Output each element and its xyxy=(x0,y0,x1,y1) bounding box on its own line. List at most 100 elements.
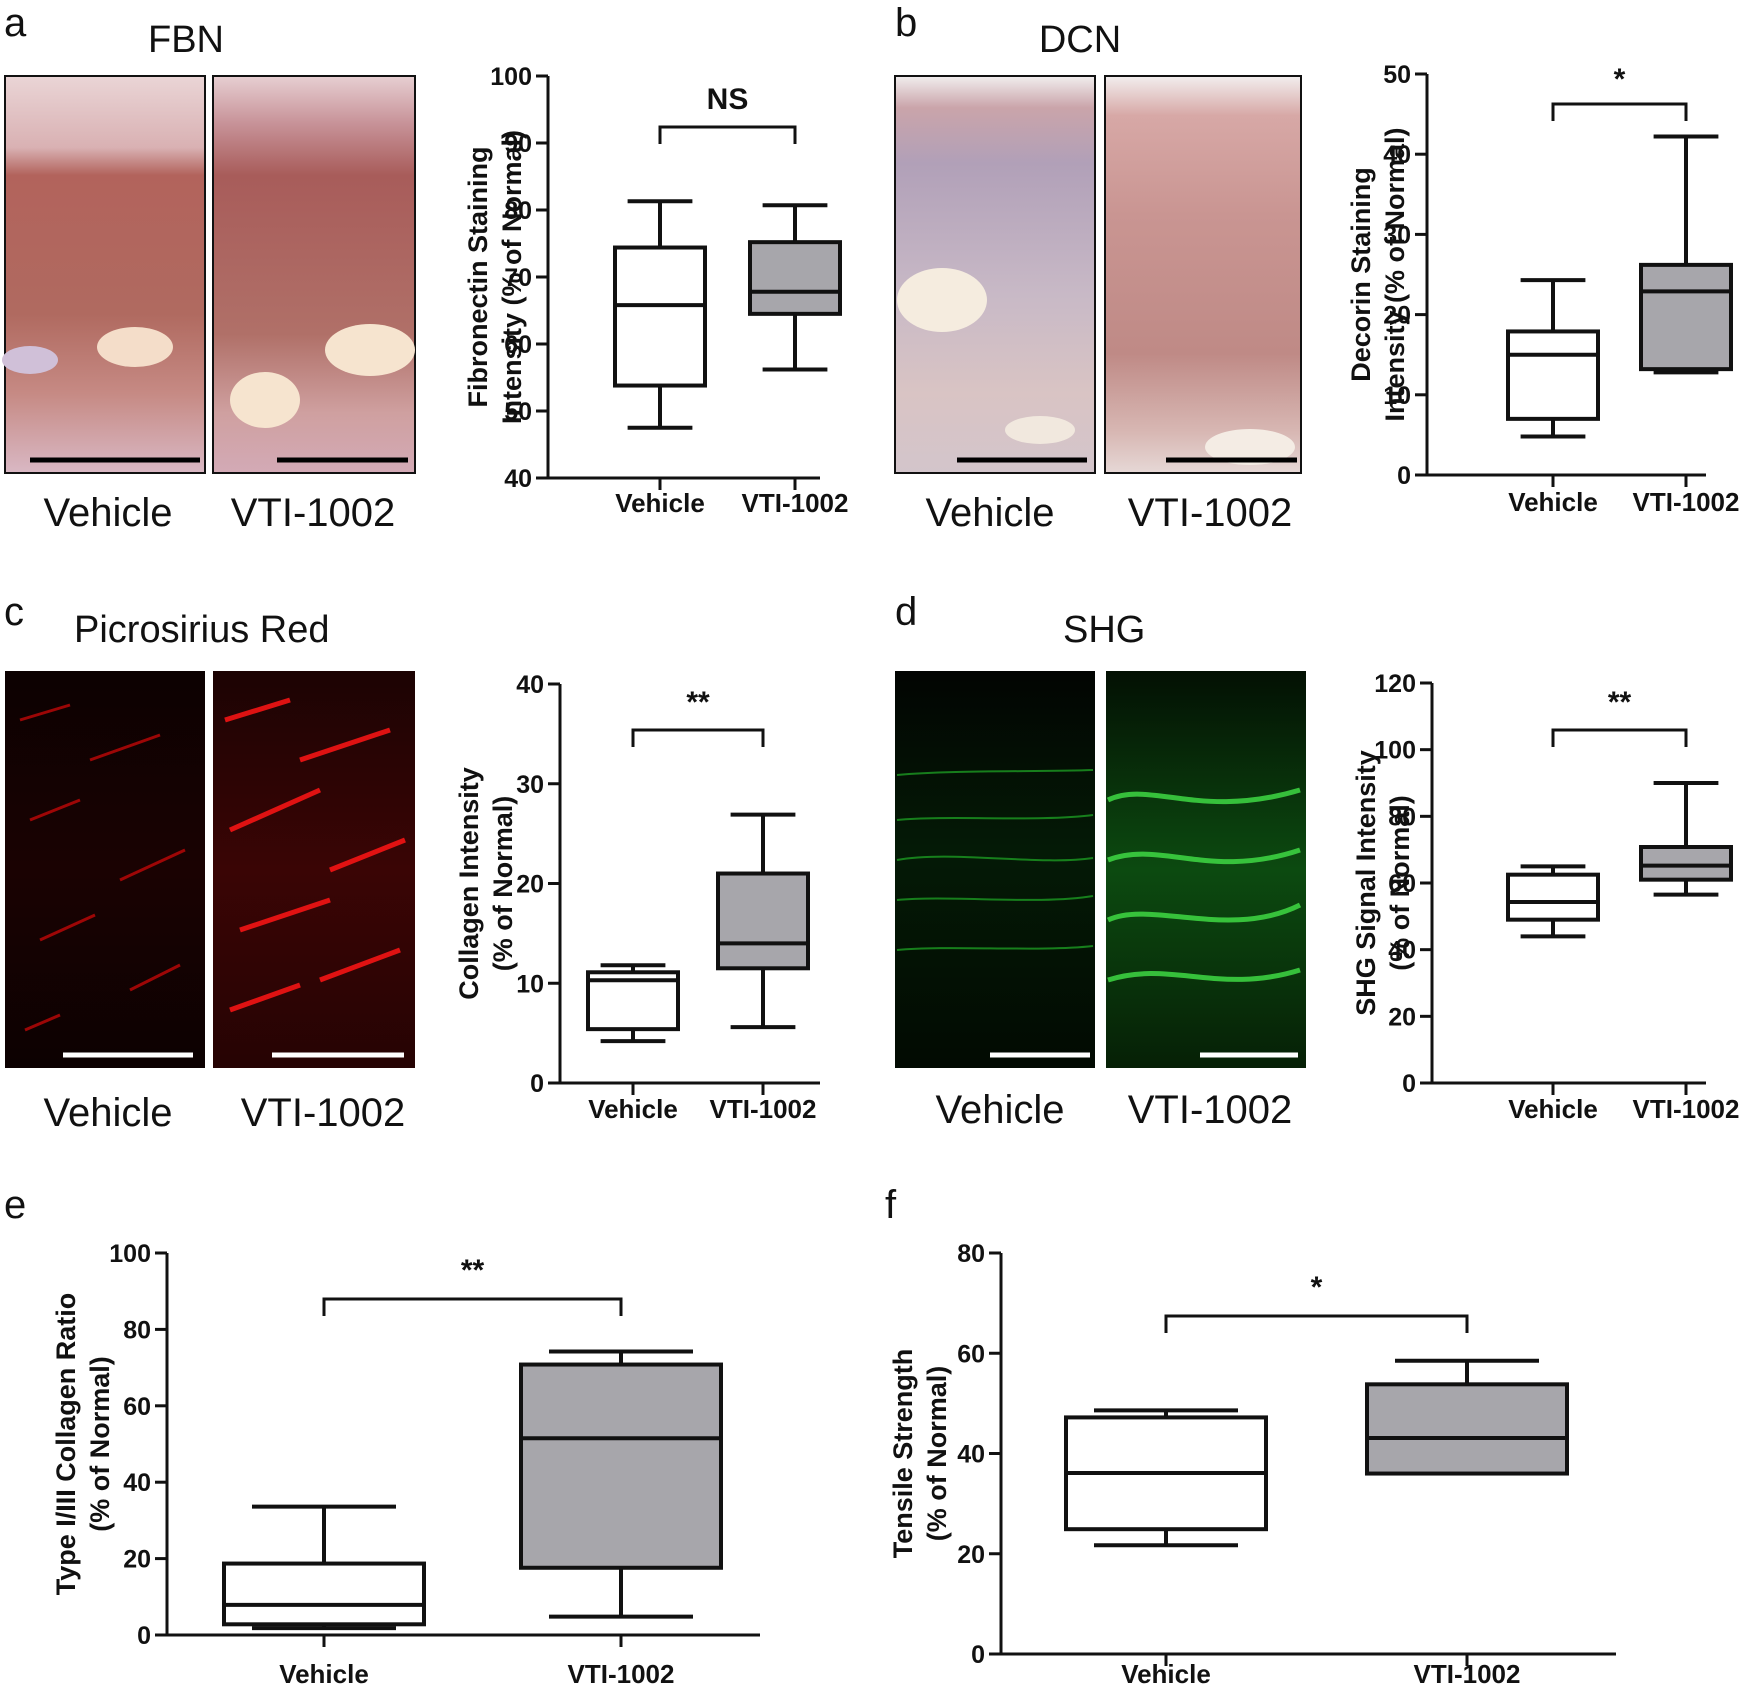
box-iqr xyxy=(1365,1382,1569,1476)
y-axis-title-line: Type I/III Collagen Ratio xyxy=(51,1293,81,1596)
y-tick-label: 60 xyxy=(957,1340,985,1368)
image-label-a-vehicle: Vehicle xyxy=(44,491,173,535)
y-tick-label: 80 xyxy=(504,197,532,225)
significance-bracket xyxy=(322,1297,623,1316)
y-tick-label: 60 xyxy=(1388,870,1416,898)
y-tick-label: 70 xyxy=(504,264,532,292)
boxplot-fibronectin: 40 50 60 70 80 90 100 Vehicle VTI-1002 Fibronecti… xyxy=(463,63,848,518)
box-iqr xyxy=(613,245,707,388)
y-tick-label: 120 xyxy=(1374,670,1416,698)
significance-bracket xyxy=(1551,102,1688,121)
micrograph-c-vehicle xyxy=(5,671,205,1068)
boxplot-decorin: 0 10 20 30 40 50 Vehicle VTI-1002 Decorin Staini… xyxy=(1346,61,1739,517)
panel-letter-f: f xyxy=(885,1183,897,1227)
significance-bracket xyxy=(631,728,765,747)
boxplot-tensile-strength: 0 20 40 60 80 Vehicle VTI-1002 Tensile Strength… xyxy=(888,1240,1616,1689)
y-axis-title-line: Fibronectin Staining xyxy=(463,147,493,408)
image-label-b-treated: VTI-1002 xyxy=(1128,491,1293,535)
box-vehicle xyxy=(1506,278,1600,439)
box-iqr xyxy=(716,871,810,971)
stain-title-d: SHG xyxy=(1063,609,1145,651)
y-axis-title-line: (% of Normal) xyxy=(1385,795,1415,971)
micrograph-a-vehicle xyxy=(2,75,206,474)
y-tick-label: 40 xyxy=(516,671,544,699)
y-tick-label: 0 xyxy=(1402,1070,1416,1098)
stain-title-c: Picrosirius Red xyxy=(74,609,330,651)
y-tick-label: 10 xyxy=(516,970,544,998)
box-iqr xyxy=(1506,872,1600,922)
y-axis-title: Decorin Staining Intensity (% of Normal) xyxy=(1346,127,1410,421)
y-tick-label: 50 xyxy=(504,398,532,426)
y-axis-title-line: (% of Normal) xyxy=(488,796,518,972)
panel-letter-b: b xyxy=(895,1,917,45)
y-axis-title-line: Intensity (% of Normal) xyxy=(497,130,527,424)
y-tick-label: 100 xyxy=(1374,737,1416,765)
significance-label: ** xyxy=(461,1254,485,1287)
significance-label: ** xyxy=(1608,686,1632,719)
micrograph-d-vehicle xyxy=(895,671,1095,1068)
y-tick-label: 80 xyxy=(123,1316,151,1344)
panel-letter-d: d xyxy=(895,590,917,634)
y-tick-label: 0 xyxy=(1397,462,1411,490)
box-vti-1002 xyxy=(1365,1358,1569,1476)
image-label-c-treated: VTI-1002 xyxy=(241,1091,406,1135)
x-category-label: Vehicle xyxy=(588,1094,678,1124)
x-category-label: VTI-1002 xyxy=(1414,1659,1521,1689)
x-category-label: VTI-1002 xyxy=(742,488,849,518)
micrograph-d-treated xyxy=(1106,671,1306,1068)
significance-label: ** xyxy=(686,686,710,719)
image-label-d-vehicle: Vehicle xyxy=(936,1088,1065,1132)
y-axis-title: Collagen Intensity (% of Normal) xyxy=(454,767,518,1000)
boxplot-collagen-ratio: 0 20 40 60 80 100 Vehicle VTI-1002 Type I/III Co… xyxy=(51,1240,760,1689)
y-tick-label: 20 xyxy=(1383,302,1411,330)
y-axis-title-line: Intensity (% of Normal) xyxy=(1380,127,1410,421)
y-tick-label: 60 xyxy=(123,1393,151,1421)
box-vti-1002 xyxy=(716,812,810,1030)
significance-bracket xyxy=(1164,1314,1469,1333)
box-iqr xyxy=(748,240,842,316)
y-tick-label: 60 xyxy=(504,331,532,359)
panel-letter-a: a xyxy=(4,1,27,45)
y-tick-label: 30 xyxy=(516,771,544,799)
x-category-label: VTI-1002 xyxy=(568,1659,675,1689)
image-label-a-treated: VTI-1002 xyxy=(231,491,396,535)
image-label-c-vehicle: Vehicle xyxy=(44,1091,173,1135)
stain-title-b: DCN xyxy=(1039,19,1121,61)
y-tick-label: 0 xyxy=(530,1070,544,1098)
boxplot-shg: 0 20 40 60 80 100 120 Vehicle VTI-1002 SHG Signal… xyxy=(1351,670,1739,1124)
box-iqr xyxy=(1639,845,1733,882)
box-vti-1002 xyxy=(519,1349,723,1619)
y-axis-title-line: Collagen Intensity xyxy=(454,767,484,1000)
x-category-label: Vehicle xyxy=(615,488,705,518)
y-tick-label: 20 xyxy=(516,871,544,899)
significance-bracket xyxy=(1551,728,1688,747)
x-category-label: Vehicle xyxy=(1508,1094,1598,1124)
significance-label: NS xyxy=(707,83,749,116)
y-tick-label: 20 xyxy=(1388,1003,1416,1031)
y-tick-label: 100 xyxy=(109,1240,151,1268)
box-iqr xyxy=(222,1561,426,1627)
box-vehicle xyxy=(1064,1408,1268,1548)
significance-bracket xyxy=(658,125,797,144)
x-category-label: Vehicle xyxy=(1121,1659,1211,1689)
box-vehicle xyxy=(613,199,707,430)
x-category-label: Vehicle xyxy=(1508,487,1598,517)
x-category-label: VTI-1002 xyxy=(1633,1094,1740,1124)
y-tick-label: 40 xyxy=(1388,937,1416,965)
box-vti-1002 xyxy=(1639,781,1733,897)
y-axis-title-line: Tensile Strength xyxy=(888,1349,918,1559)
micrograph-b-treated xyxy=(1104,75,1302,474)
micrograph-a-treated xyxy=(212,75,416,474)
y-tick-label: 0 xyxy=(971,1641,985,1669)
y-tick-label: 0 xyxy=(137,1622,151,1650)
y-axis-title: Type I/III Collagen Ratio (% of Normal) xyxy=(51,1293,115,1596)
y-axis-title: SHG Signal Intensity (% of Normal) xyxy=(1351,750,1415,1016)
y-tick-label: 80 xyxy=(1388,803,1416,831)
y-axis-title-line: Decorin Staining xyxy=(1346,167,1376,382)
box-vehicle xyxy=(586,963,680,1044)
y-tick-label: 80 xyxy=(957,1240,985,1268)
y-axis-title: Fibronectin Staining Intensity (% of Norm… xyxy=(463,130,527,424)
y-tick-label: 40 xyxy=(123,1469,151,1497)
y-tick-label: 50 xyxy=(1383,61,1411,89)
